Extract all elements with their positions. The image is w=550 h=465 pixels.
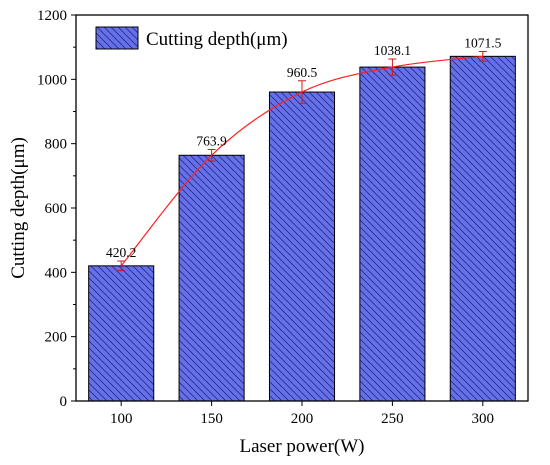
x-axis-title: Laser power(W)	[239, 436, 364, 457]
data-label-250: 1038.1	[374, 43, 411, 58]
axes: 0 200 400 600 800 1000 1200 100 150 200 250 300	[37, 8, 494, 427]
legend-swatch	[95, 26, 139, 50]
bar-200	[268, 91, 336, 402]
error-bar-300	[478, 51, 487, 62]
legend-label: Cutting depth(μm)	[146, 29, 288, 50]
data-label-200: 960.5	[287, 65, 318, 80]
bar-250	[359, 66, 426, 402]
error-bar-200	[298, 80, 306, 104]
data-label-300: 1071.5	[464, 36, 501, 51]
data-label-100: 420.2	[106, 245, 136, 260]
x-tick-label: 150	[200, 411, 223, 427]
x-tick-label: 200	[291, 411, 314, 427]
x-tick-label: 100	[110, 411, 133, 427]
bars	[88, 55, 516, 402]
data-label-150: 763.9	[196, 133, 227, 148]
bar-150	[178, 154, 245, 402]
y-tick-label: 200	[45, 330, 68, 346]
bar-100	[88, 265, 155, 402]
error-bar-150	[207, 148, 216, 162]
error-bar-100	[117, 260, 126, 272]
trend-line	[120, 55, 483, 267]
y-tick-label: 800	[45, 137, 68, 153]
y-tick-label: 1000	[37, 72, 67, 88]
data-labels: 420.2 763.9 960.5 1038.1 1071.5	[106, 36, 502, 261]
y-tick-label: 600	[45, 201, 68, 217]
x-tick-label: 300	[472, 411, 495, 427]
legend: Cutting depth(μm)	[95, 26, 288, 50]
x-tick-label: 250	[381, 411, 404, 427]
y-axis-title: Cutting depth(μm)	[8, 137, 29, 279]
bar-300	[449, 55, 516, 402]
error-bars	[117, 51, 487, 272]
y-tick-label: 400	[45, 265, 68, 281]
y-tick-label: 0	[60, 394, 68, 410]
error-bar-250	[388, 58, 397, 76]
y-tick-label: 1200	[37, 8, 67, 24]
trend-line-group	[120, 55, 483, 267]
